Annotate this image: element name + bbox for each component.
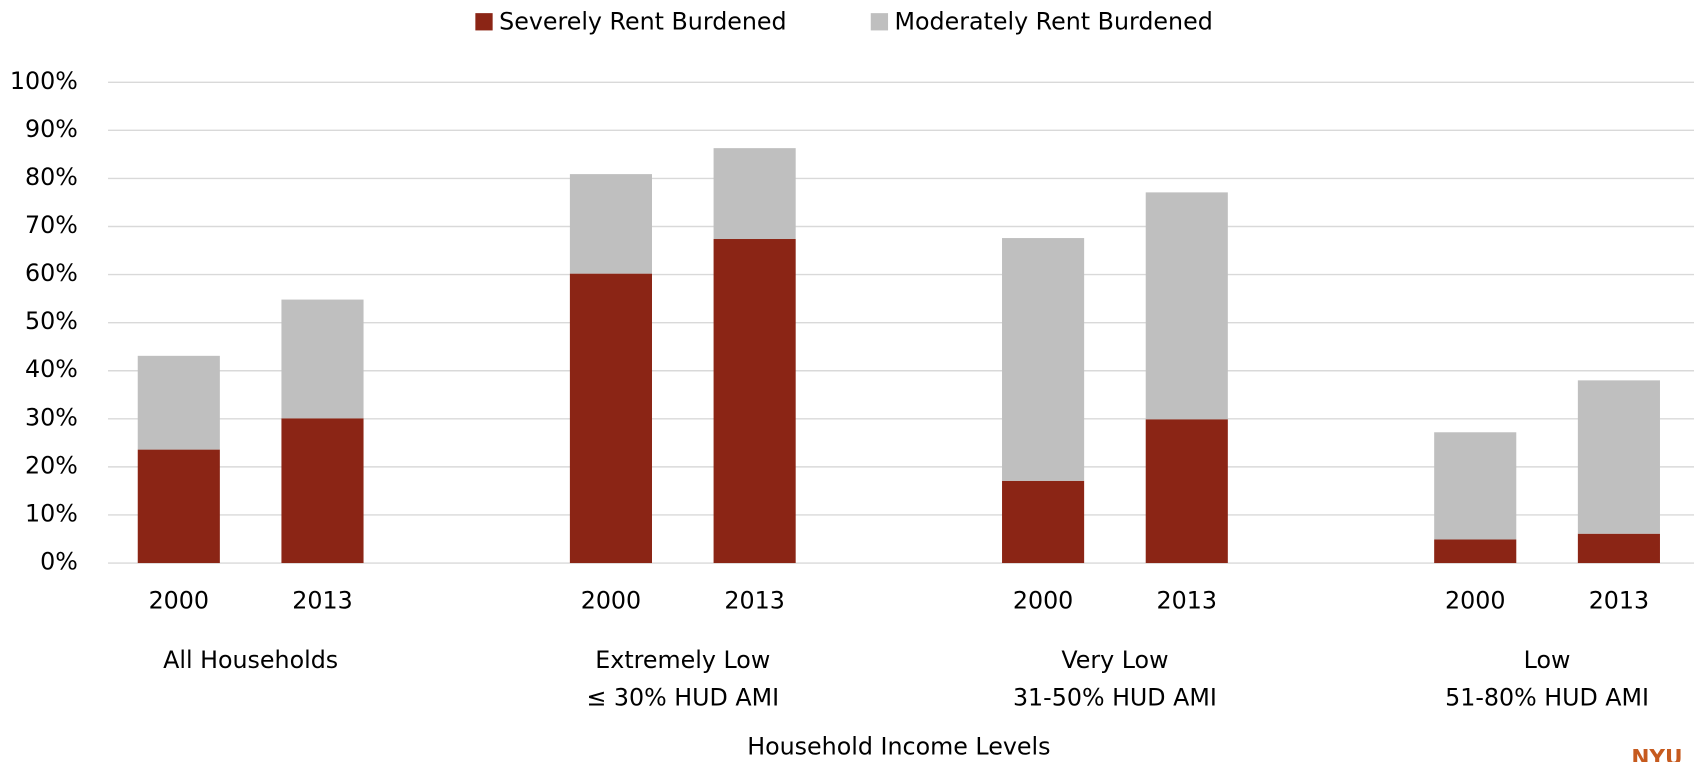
legend-label: Severely Rent Burdened [499, 7, 786, 35]
group-label: 31-50% HUD AMI [1013, 684, 1217, 712]
bar-segment [1434, 432, 1517, 540]
group-label: ≤ 30% HUD AMI [586, 684, 779, 712]
x-tick-label: 2000 [581, 586, 641, 614]
logo: NYU [1631, 746, 1682, 762]
y-tick-label: 80% [25, 163, 78, 191]
x-tick-label: 2013 [1589, 586, 1649, 614]
y-tick-label: 20% [25, 451, 78, 479]
y-tick-label: 0% [40, 548, 78, 576]
x-tick-label: 2000 [1013, 586, 1073, 614]
group-label: All Households [163, 646, 338, 674]
y-tick-label: 40% [25, 355, 78, 383]
y-tick-label: 100% [10, 67, 78, 95]
group-label: Very Low [1061, 646, 1168, 674]
bar-segment [1577, 380, 1660, 534]
x-tick-label: 2013 [724, 586, 784, 614]
y-tick-label: 90% [25, 115, 78, 143]
bar-segment [137, 449, 220, 564]
x-tick-label: 2000 [149, 586, 209, 614]
x-tick-label: 2013 [292, 586, 352, 614]
y-tick-label: 70% [25, 211, 78, 239]
legend-swatch [475, 13, 493, 31]
bar-segment [1002, 238, 1085, 481]
bar-segment [1145, 419, 1228, 564]
bar-segment [1145, 192, 1228, 420]
bar-segment [713, 239, 796, 564]
bar-segment [137, 355, 220, 450]
bar-segment [281, 299, 364, 419]
bar-segment [281, 418, 364, 564]
y-tick-label: 30% [25, 403, 78, 431]
bar-segment [1434, 539, 1517, 564]
bar-segment [713, 148, 796, 240]
bar-segment [1577, 533, 1660, 564]
group-label: Low [1524, 646, 1571, 674]
bar-segment [1002, 480, 1085, 564]
bar-segment [569, 174, 652, 274]
x-tick-label: 2000 [1445, 586, 1505, 614]
bar-segment [569, 273, 652, 564]
group-label: 51-80% HUD AMI [1445, 684, 1649, 712]
x-axis-title: Household Income Levels [747, 732, 1050, 760]
y-tick-label: 10% [25, 499, 78, 527]
y-tick-label: 60% [25, 259, 78, 287]
x-tick-label: 2013 [1157, 586, 1217, 614]
y-tick-label: 50% [25, 307, 78, 335]
legend-swatch [870, 13, 889, 31]
group-label: Extremely Low [595, 646, 770, 674]
legend-label: Moderately Rent Burdened [895, 7, 1213, 35]
